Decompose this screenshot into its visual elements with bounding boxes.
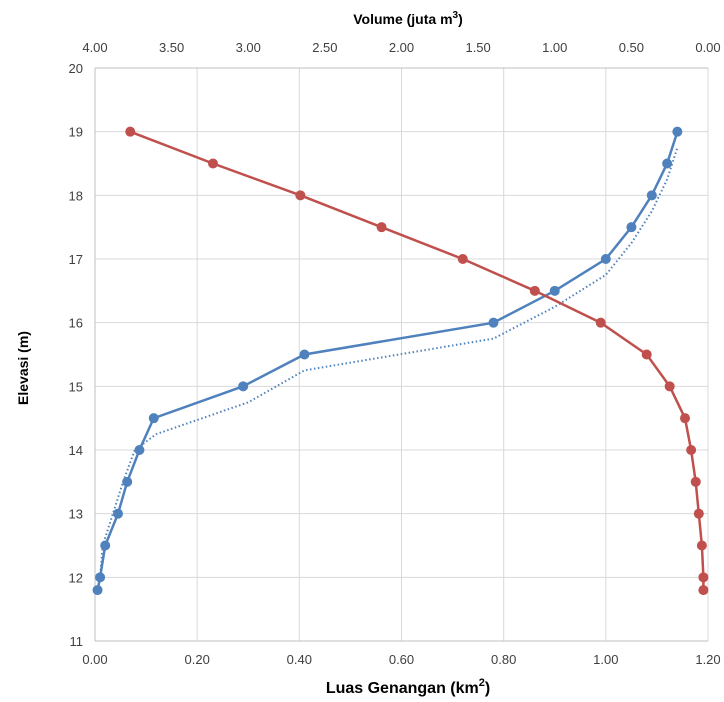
series-line-2 bbox=[129, 130, 705, 591]
series-line-1 bbox=[96, 147, 679, 591]
series-0-point bbox=[626, 222, 637, 233]
y-tick-label: 19 bbox=[69, 125, 83, 140]
top-axis-title: Volume (juta m3) bbox=[353, 10, 463, 27]
x-top-tick-label: 4.00 bbox=[82, 40, 107, 55]
x-top-tick-label: 2.00 bbox=[389, 40, 414, 55]
x-top-tick-label: 0.50 bbox=[619, 40, 644, 55]
series-2-point bbox=[698, 572, 709, 583]
bottom-axis-title-sup: 2 bbox=[479, 677, 485, 689]
x-bottom-tick-label: 0.20 bbox=[185, 652, 210, 667]
x-bottom-tick-label: 1.00 bbox=[593, 652, 618, 667]
series-2-point bbox=[693, 508, 704, 519]
series-2-point bbox=[208, 158, 219, 169]
y-tick-label: 18 bbox=[69, 188, 83, 203]
series-0-point bbox=[238, 381, 249, 392]
series-0-point bbox=[662, 158, 673, 169]
series-2-point bbox=[295, 190, 306, 201]
y-tick-label: 12 bbox=[69, 570, 83, 585]
y-tick-label: 17 bbox=[69, 252, 83, 267]
bottom-axis-title-tail: ) bbox=[485, 680, 490, 697]
series-layer bbox=[92, 126, 709, 596]
series-2-point bbox=[696, 540, 707, 551]
series-2-point bbox=[698, 585, 709, 596]
series-2-point bbox=[641, 349, 652, 360]
y-axis-title: Elevasi (m) bbox=[15, 331, 31, 405]
series-0-point bbox=[549, 285, 560, 296]
x-top-tick-label: 3.50 bbox=[159, 40, 184, 55]
series-2-point bbox=[686, 445, 697, 455]
x-bottom-tick-label: 1.20 bbox=[695, 652, 720, 667]
axis-lines bbox=[94, 67, 708, 642]
x-bottom-tick-label: 0.40 bbox=[287, 652, 312, 667]
top-axis-title-tail: ) bbox=[458, 11, 463, 27]
series-line-0 bbox=[96, 131, 679, 591]
series-2-point bbox=[125, 126, 136, 137]
series-0-point bbox=[100, 540, 111, 551]
series-2-point bbox=[664, 381, 675, 392]
series-0-point bbox=[646, 190, 657, 201]
y-tick-label: 16 bbox=[69, 316, 83, 331]
x-bottom-tick-label: 0.60 bbox=[389, 652, 414, 667]
series-0-point bbox=[148, 413, 159, 424]
series-0-point bbox=[134, 445, 145, 455]
y-tick-label: 20 bbox=[69, 61, 83, 76]
series-0-point bbox=[600, 254, 611, 264]
series-0-point bbox=[672, 126, 683, 137]
series-0-point bbox=[122, 476, 133, 487]
series-0-point bbox=[488, 317, 499, 328]
y-tick-label: 13 bbox=[69, 507, 83, 522]
top-axis-title-sup: 3 bbox=[453, 10, 459, 21]
series-2-point bbox=[680, 413, 691, 424]
x-top-tick-label: 0.00 bbox=[695, 40, 720, 55]
series-2-point bbox=[690, 476, 701, 487]
y-tick-label: 15 bbox=[69, 379, 83, 394]
series-2-point bbox=[376, 222, 387, 233]
tick-labels: 11 12 13 14 15 16 17 18 19 20 0.00 0.20 0.40 0.60 0.80… bbox=[69, 40, 721, 667]
x-top-tick-label: 1.50 bbox=[465, 40, 490, 55]
x-top-tick-label: 2.50 bbox=[312, 40, 337, 55]
x-bottom-tick-label: 0.00 bbox=[82, 652, 107, 667]
series-0-point bbox=[112, 508, 123, 519]
x-bottom-tick-label: 0.80 bbox=[491, 652, 516, 667]
series-2-point bbox=[529, 285, 540, 296]
series-2-point bbox=[595, 317, 606, 328]
series-2-point bbox=[457, 254, 468, 264]
bottom-axis-title: Luas Genangan (km2) bbox=[326, 677, 490, 697]
x-top-tick-label: 1.00 bbox=[542, 40, 567, 55]
x-top-tick-label: 3.00 bbox=[236, 40, 261, 55]
y-tick-label: 11 bbox=[70, 634, 84, 649]
y-tick-label: 14 bbox=[69, 443, 83, 458]
series-0-point bbox=[299, 349, 310, 360]
